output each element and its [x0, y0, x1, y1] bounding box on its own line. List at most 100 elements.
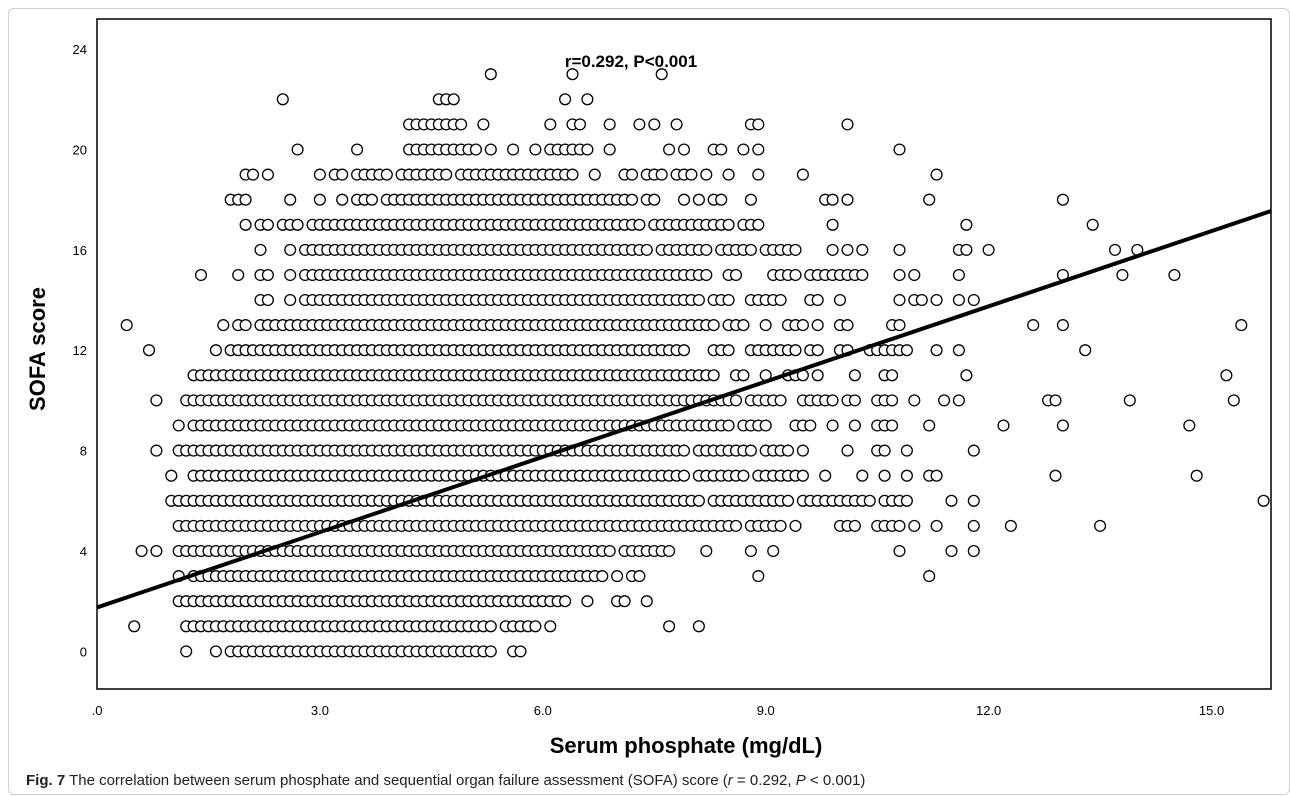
data-point	[841, 319, 854, 332]
caption-text: The correlation between serum phosphate …	[69, 772, 728, 789]
data-point	[484, 645, 497, 658]
data-point	[313, 168, 326, 181]
data-point	[856, 469, 869, 482]
data-point	[655, 68, 668, 81]
data-point	[841, 118, 854, 131]
data-point	[581, 93, 594, 106]
data-point	[1004, 519, 1017, 532]
caption-r-symbol: r	[727, 772, 733, 789]
data-point	[819, 469, 832, 482]
data-point	[573, 118, 587, 131]
data-point	[774, 519, 787, 532]
data-point	[908, 519, 921, 532]
data-point	[893, 544, 906, 558]
data-point	[878, 444, 891, 457]
data-point	[826, 218, 839, 231]
data-point	[781, 494, 795, 507]
y-tick-label: 24	[73, 42, 87, 57]
data-point	[603, 544, 616, 558]
scatter-chart: .0 3.0 6.0 9.0 12.0 15.0 0 4 8 12 16 20 24 r=0.292,…	[25, 18, 1272, 758]
data-point	[811, 344, 824, 357]
data-point	[893, 243, 906, 256]
data-point	[209, 645, 222, 658]
plot-area	[96, 18, 1272, 690]
data-point	[581, 143, 594, 156]
data-point	[811, 369, 824, 382]
data-point	[633, 570, 646, 583]
data-point	[900, 344, 913, 357]
data-point	[1027, 319, 1040, 332]
data-point	[566, 68, 579, 81]
caption-p-value: < 0.001)	[805, 772, 866, 789]
data-point	[1049, 469, 1062, 482]
data-point	[440, 168, 453, 181]
data-point	[789, 519, 802, 532]
data-point	[544, 118, 557, 131]
data-point	[781, 444, 795, 457]
caption-r-value: = 0.292,	[732, 772, 796, 789]
data-point	[284, 268, 297, 282]
data-point	[120, 319, 133, 332]
data-point	[677, 143, 691, 156]
data-point	[484, 68, 497, 81]
data-point	[774, 394, 787, 407]
data-point	[945, 494, 958, 507]
y-tick-label: 8	[80, 444, 87, 459]
data-point	[180, 645, 193, 658]
data-point	[663, 620, 676, 633]
data-point	[150, 444, 163, 457]
data-point	[529, 143, 542, 156]
data-point	[737, 319, 750, 332]
data-point	[811, 319, 824, 332]
data-point	[261, 293, 274, 307]
data-point	[135, 544, 148, 558]
data-point	[640, 243, 653, 256]
figure-panel: .0 3.0 6.0 9.0 12.0 15.0 0 4 8 12 16 20 24 r=0.292,…	[8, 8, 1290, 795]
data-point	[744, 444, 757, 457]
data-point	[826, 193, 839, 206]
data-point	[945, 544, 958, 558]
data-point	[930, 469, 943, 482]
data-point	[856, 243, 869, 256]
figure-caption: Fig. 7 The correlation between serum pho…	[26, 772, 865, 789]
plot-border	[96, 18, 1272, 690]
data-point	[715, 193, 728, 206]
data-point	[923, 193, 936, 206]
data-point	[796, 444, 809, 457]
data-point	[1056, 419, 1069, 432]
data-point	[967, 544, 980, 558]
data-point	[514, 645, 527, 658]
data-point	[1257, 494, 1270, 507]
data-point	[246, 168, 260, 181]
data-point	[484, 620, 497, 633]
data-point	[841, 193, 854, 206]
data-point	[967, 494, 980, 507]
data-point	[841, 444, 854, 457]
data-point	[908, 394, 921, 407]
data-point	[752, 218, 765, 231]
data-point	[1123, 394, 1136, 407]
data-point	[767, 544, 780, 558]
data-point	[722, 218, 735, 231]
data-point	[1116, 268, 1129, 282]
data-point	[648, 193, 661, 206]
data-point	[1056, 193, 1069, 206]
data-point	[744, 243, 757, 256]
data-point	[700, 168, 713, 181]
data-point	[1094, 519, 1107, 532]
data-point	[611, 570, 624, 583]
data-point	[715, 143, 728, 156]
data-point	[313, 193, 326, 206]
data-point	[923, 570, 936, 583]
data-point	[700, 544, 713, 558]
data-point	[893, 519, 906, 532]
data-point	[603, 118, 616, 131]
data-point	[826, 394, 839, 407]
data-point	[559, 93, 572, 106]
x-tick-label: 15.0	[1199, 703, 1224, 718]
data-point	[752, 570, 765, 583]
data-point	[209, 344, 222, 357]
data-point	[692, 193, 705, 206]
data-point	[893, 268, 906, 282]
data-point	[930, 293, 943, 307]
